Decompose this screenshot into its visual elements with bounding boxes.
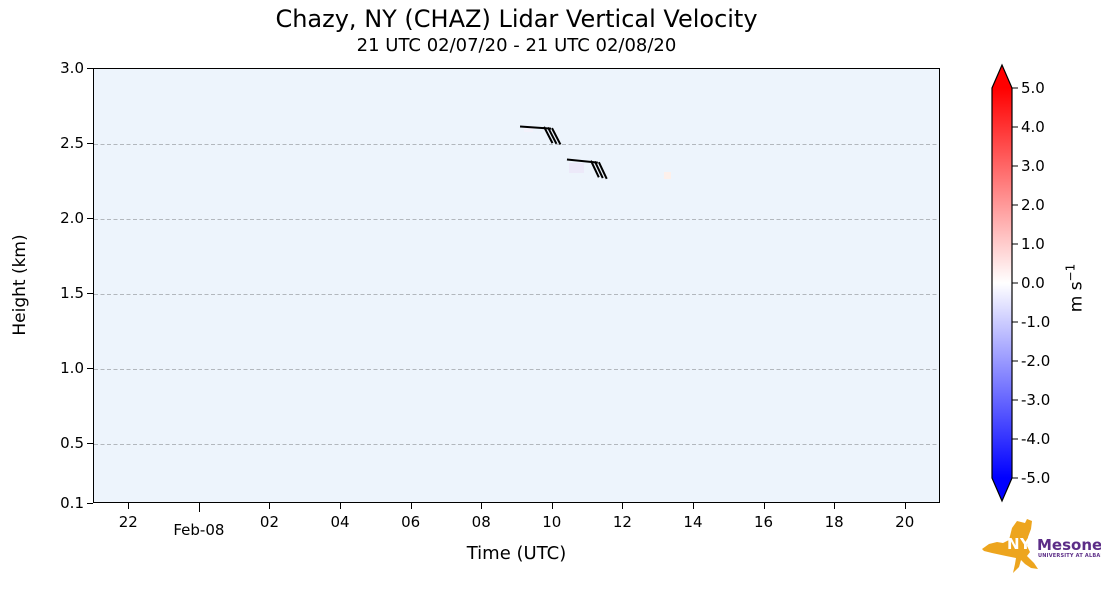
gridline (94, 293, 939, 295)
x-tick-label: 20 (895, 513, 915, 531)
colorbar-tick-label: 3.0 (1021, 157, 1045, 175)
x-tick-mark (128, 503, 130, 509)
y-axis-label: Height (km) (10, 234, 30, 336)
gridline (94, 218, 939, 220)
velocity-pixel (663, 172, 671, 179)
mesonet-logo: NYS Mesonet UNIVERSITY AT ALBANY (980, 516, 1101, 580)
x-tick-label: 06 (401, 513, 421, 531)
colorbar-tick-label: -3.0 (1021, 391, 1051, 409)
x-tick-mark (410, 503, 412, 509)
x-tick-mark (269, 503, 271, 509)
y-tick-mark (87, 367, 93, 369)
plot-area (93, 68, 940, 503)
colorbar-tick-marks (1012, 87, 1018, 479)
x-tick-label: 02 (259, 513, 279, 531)
x-tick-label: 14 (683, 513, 703, 531)
y-tick-label: 3.0 (60, 59, 84, 77)
x-tick-label: 10 (542, 513, 562, 531)
y-tick-mark (87, 142, 93, 144)
x-tick-mark (763, 503, 765, 509)
y-tick-label: 0.1 (60, 494, 84, 512)
x-tick-mark (834, 503, 836, 509)
colorbar-tick-label: 1.0 (1021, 235, 1045, 253)
y-tick-mark (87, 217, 93, 219)
colorbar-tick-label: 5.0 (1021, 79, 1045, 97)
x-tick-mark (198, 503, 200, 512)
gridline (94, 368, 939, 370)
x-tick-label: 22 (118, 513, 138, 531)
y-tick-mark (87, 502, 93, 504)
colorbar-tick-label: 2.0 (1021, 196, 1045, 214)
colorbar-tick-label: -4.0 (1021, 430, 1051, 448)
x-tick-mark (622, 503, 624, 509)
chart-title: Chazy, NY (CHAZ) Lidar Vertical Velocity (275, 5, 758, 33)
logo-name-text: Mesonet (1037, 536, 1101, 554)
velocity-pixel (568, 163, 584, 173)
ny-state-icon (982, 519, 1038, 573)
y-tick-label: 1.0 (60, 359, 84, 377)
x-tick-label: 12 (612, 513, 632, 531)
x-tick-mark (692, 503, 694, 509)
x-tick-label: 18 (824, 513, 844, 531)
x-tick-label: 16 (753, 513, 774, 531)
colorbar-tick-label: 4.0 (1021, 118, 1045, 136)
colorbar-tick-label: 0.0 (1021, 274, 1045, 292)
x-tick-label: Feb-08 (173, 521, 225, 539)
x-tick-mark (551, 503, 553, 509)
y-tick-label: 2.5 (60, 134, 84, 152)
x-tick-label: 08 (471, 513, 491, 531)
y-tick-mark (87, 442, 93, 444)
y-tick-label: 0.5 (60, 434, 84, 452)
x-tick-label: 04 (330, 513, 350, 531)
logo-tagline-text: UNIVERSITY AT ALBANY (1038, 553, 1101, 559)
y-tick-mark (87, 67, 93, 69)
y-tick-label: 2.0 (60, 209, 84, 227)
colorbar-tick-label: -1.0 (1021, 313, 1051, 331)
x-tick-mark (481, 503, 483, 509)
gridline (94, 443, 939, 445)
x-tick-mark (904, 503, 906, 509)
chart-subtitle: 21 UTC 02/07/20 - 21 UTC 02/08/20 (356, 35, 677, 56)
colorbar-unit-label: m s−1 (1063, 263, 1087, 313)
y-tick-mark (87, 292, 93, 294)
x-axis-label: Time (UTC) (466, 543, 567, 564)
colorbar-tick-label: -5.0 (1021, 469, 1051, 487)
colorbar (991, 63, 1018, 503)
velocity-pixel (524, 126, 534, 132)
y-tick-label: 1.5 (60, 284, 84, 302)
x-tick-mark (340, 503, 342, 509)
colorbar-gradient-bar (991, 63, 1013, 503)
colorbar-tick-label: -2.0 (1021, 352, 1051, 370)
logo-separator (1033, 533, 1035, 554)
gridline (94, 143, 939, 145)
